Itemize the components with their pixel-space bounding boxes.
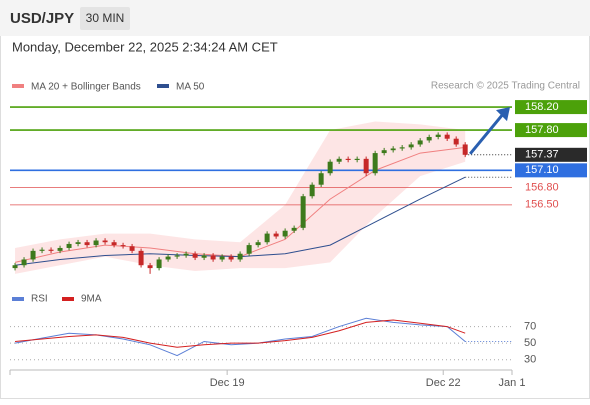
x-tick-label: Dec 19 [210, 377, 245, 389]
candle-body [39, 249, 45, 251]
candle-body [66, 243, 72, 248]
candle-body [129, 246, 135, 251]
legend-label: MA 50 [176, 82, 205, 93]
candle-body [354, 158, 360, 160]
candle-body [237, 253, 243, 260]
candle-body [345, 158, 351, 160]
legend-swatch [12, 84, 24, 88]
candle-body [318, 173, 324, 185]
level-tag [515, 123, 587, 138]
legend-swatch [12, 297, 24, 301]
candle-body [246, 245, 252, 254]
interval[interactable]: 30 MIN [86, 11, 125, 25]
candle-body [147, 265, 153, 269]
level-tag [515, 163, 587, 178]
timestamp: Monday, December 22, 2025 2:34:24 AM CET [12, 39, 278, 54]
forecast-arrow [469, 113, 505, 155]
level-label: 157.80 [525, 124, 559, 136]
symbol: USD/JPY [10, 10, 74, 27]
y-tick-label: 30 [524, 354, 536, 366]
candle-body [201, 255, 207, 258]
candle-body [372, 153, 378, 174]
candle-body [57, 247, 63, 251]
candle-body [165, 256, 171, 260]
candle-body [102, 240, 108, 243]
candle-body [75, 242, 81, 244]
level-tag [515, 100, 587, 115]
level-label: 156.50 [525, 199, 559, 211]
candle-body [426, 136, 432, 141]
level-label: 157.10 [525, 164, 559, 176]
candle-body [138, 250, 144, 266]
price-tag [515, 147, 587, 162]
candle-body [174, 255, 180, 257]
candle-body [309, 184, 315, 197]
level-label: 158.20 [525, 101, 559, 113]
candle-body [48, 249, 54, 251]
y-tick-label: 50 [524, 337, 536, 349]
candle-body [156, 259, 162, 269]
legend-label: 9MA [81, 294, 102, 305]
candle-body [192, 253, 198, 258]
candle-body [453, 138, 459, 145]
interval-button[interactable] [80, 7, 130, 30]
candle-body [255, 242, 261, 246]
candle-body [327, 161, 333, 174]
legend-swatch [157, 84, 169, 88]
candle-body [12, 265, 18, 269]
candle-body [444, 134, 450, 139]
candle-body [228, 256, 234, 260]
bollinger-band [15, 121, 466, 274]
candle-body [381, 150, 387, 154]
candle-body [291, 227, 297, 231]
level-label: 156.80 [525, 181, 559, 193]
forecast-arrowhead [496, 107, 510, 122]
y-tick-label: 70 [524, 320, 536, 332]
legend-label: RSI [31, 294, 48, 305]
credit: Research © 2025 Trading Central [431, 81, 580, 92]
candle-body [21, 259, 27, 266]
candle-body [336, 158, 342, 162]
candle-body [282, 230, 288, 237]
candle-body [417, 140, 423, 145]
candle-body [390, 148, 396, 151]
candle-body [120, 245, 126, 247]
candle-body [408, 144, 414, 148]
legend-label: MA 20 + Bollinger Bands [31, 82, 141, 93]
x-tick-label: Dec 22 [426, 377, 461, 389]
candle-body [462, 144, 468, 155]
candle-body [93, 240, 99, 246]
rsi-line [14, 319, 466, 348]
candle-body [399, 147, 405, 149]
candle-body [111, 242, 117, 246]
candle-body [210, 255, 216, 260]
candle-body [300, 196, 306, 228]
candle-body [264, 233, 270, 243]
candle-body [219, 256, 225, 260]
x-tick-label: Jan 1 [499, 377, 526, 389]
candle-body [363, 158, 369, 174]
candle-body [435, 134, 441, 137]
legend-swatch [62, 297, 74, 301]
candle-body [183, 253, 189, 256]
rsi-line [14, 317, 466, 357]
candle-body [84, 242, 90, 246]
price-tag-label: 157.37 [525, 149, 559, 161]
candle-body [273, 233, 279, 237]
candle-body [30, 250, 36, 260]
